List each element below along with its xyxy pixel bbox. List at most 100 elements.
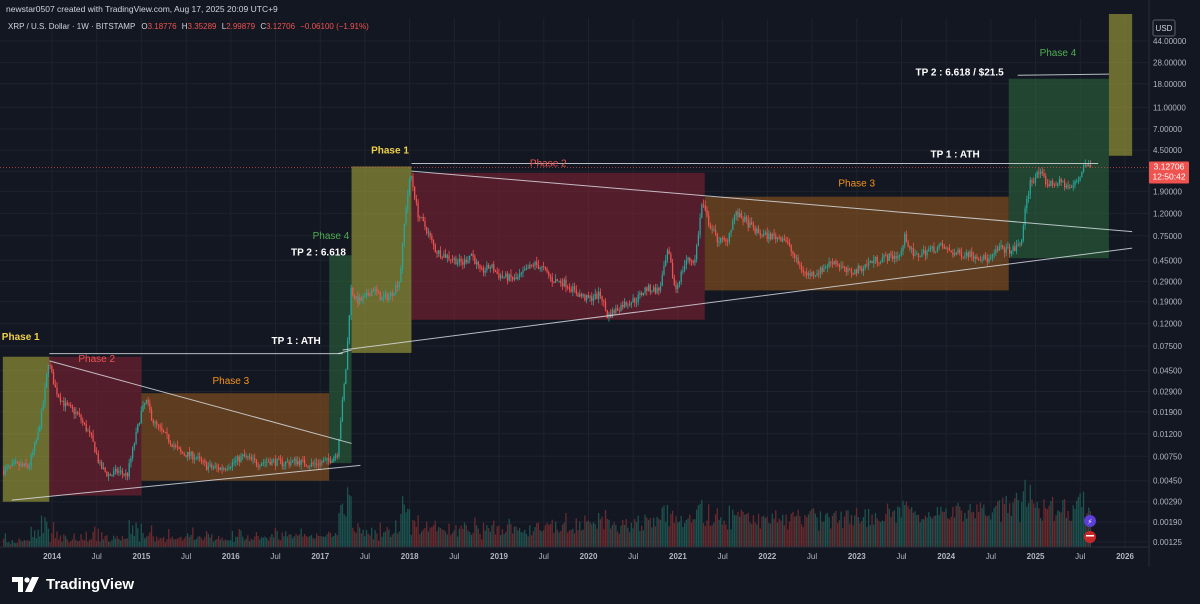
us-flag-icon[interactable] — [1084, 531, 1096, 543]
candle-body — [644, 287, 646, 293]
y-tick-label: 4.50000 — [1153, 146, 1182, 155]
candle-body — [675, 284, 677, 290]
candle-body — [419, 217, 421, 219]
candle-body — [536, 261, 538, 266]
volume-bar — [714, 514, 717, 547]
high-value: 3.35289 — [188, 22, 217, 31]
candle-body — [21, 464, 24, 466]
volume-bar — [207, 533, 209, 547]
candle-body — [123, 473, 125, 476]
volume-bar — [104, 536, 106, 547]
candle-body — [436, 252, 438, 254]
candle-body — [541, 266, 543, 268]
volume-bar — [622, 519, 624, 547]
volume-bar — [993, 507, 995, 547]
candle-body — [114, 469, 117, 472]
candle-body — [1017, 243, 1019, 245]
candle-body — [202, 460, 204, 462]
volume-bar — [630, 522, 632, 547]
volume-bar — [542, 530, 545, 547]
volume-bar — [781, 514, 784, 547]
candle-body — [799, 264, 801, 266]
volume-bar — [632, 528, 634, 547]
candle-body — [647, 285, 650, 291]
volume-bar — [23, 539, 25, 547]
candle-body — [135, 431, 137, 444]
candle-body — [295, 458, 297, 465]
time-axis[interactable]: 2014 Jul 2015 Jul 2016 Jul 2017 Jul 2018 Jul 2019 J… — [43, 552, 1134, 561]
phase-box — [1108, 14, 1133, 156]
volume-bar — [933, 516, 935, 547]
volume-bar — [326, 534, 328, 547]
volume-bar — [233, 542, 235, 547]
candle-body — [168, 434, 170, 442]
y-tick-label: 0.01900 — [1153, 408, 1182, 417]
volume-bar — [322, 536, 325, 547]
volume-bar — [747, 512, 749, 547]
candle-body — [1053, 184, 1055, 186]
candle-body — [92, 434, 94, 442]
open-label: O — [141, 22, 147, 31]
candle-body — [1088, 164, 1090, 167]
x-tick-label: 2025 — [1027, 552, 1045, 561]
volume-bar — [802, 527, 804, 547]
volume-bar — [916, 515, 918, 547]
candle-body — [524, 270, 526, 271]
volume-bar — [340, 504, 342, 547]
volume-bar — [407, 508, 409, 547]
currency-box[interactable] — [1152, 19, 1176, 37]
candle-body — [199, 456, 201, 459]
volume-bar — [579, 521, 581, 547]
volume-bar — [89, 539, 91, 547]
phase-label: Phase 4 — [313, 231, 350, 242]
volume-bar — [83, 540, 86, 547]
candle-body — [87, 430, 89, 432]
volume-bar — [582, 529, 584, 547]
candle-body — [224, 468, 227, 470]
candle-body — [682, 270, 684, 272]
candle-body — [23, 463, 25, 466]
candle-body — [209, 464, 211, 467]
volume-bar — [694, 519, 696, 547]
candle-body — [223, 468, 225, 470]
volume-bar — [881, 520, 884, 547]
candle-body — [804, 272, 806, 274]
candle-body — [701, 204, 703, 218]
candle-body — [16, 462, 19, 464]
volume-bar — [637, 515, 639, 547]
candle-body — [338, 439, 340, 457]
volume-bar — [751, 524, 753, 547]
candle-body — [54, 384, 56, 388]
candle-body — [1022, 225, 1025, 240]
candle-body — [585, 295, 588, 301]
candle-body — [517, 276, 519, 280]
volume-bar — [608, 519, 610, 547]
volume-bar — [255, 531, 258, 547]
volume-bar — [1046, 509, 1049, 547]
trend-line — [411, 170, 1133, 233]
candle-body — [692, 261, 694, 263]
candle-body — [195, 458, 197, 460]
volume-bar — [436, 531, 438, 547]
event-icon[interactable] — [1084, 515, 1096, 527]
volume-bar — [1008, 503, 1011, 547]
candle-body — [1038, 172, 1040, 174]
candle-body — [904, 234, 906, 246]
candle-body — [319, 462, 321, 466]
volume-bar — [142, 533, 144, 547]
candle-body — [546, 268, 548, 273]
tradingview-brand[interactable]: TradingView — [12, 575, 134, 593]
volume-bar — [561, 524, 564, 547]
candle-body — [456, 262, 459, 265]
volume-bar — [990, 519, 992, 547]
volume-bar — [243, 540, 246, 547]
volume-bar — [491, 525, 493, 547]
volume-bar — [967, 509, 969, 547]
volume-bar — [893, 510, 896, 547]
volume-bar — [943, 511, 945, 547]
volume-bar — [223, 540, 225, 547]
volume-bar — [346, 487, 349, 547]
candle-body — [522, 270, 524, 273]
volume-bar — [458, 528, 461, 547]
